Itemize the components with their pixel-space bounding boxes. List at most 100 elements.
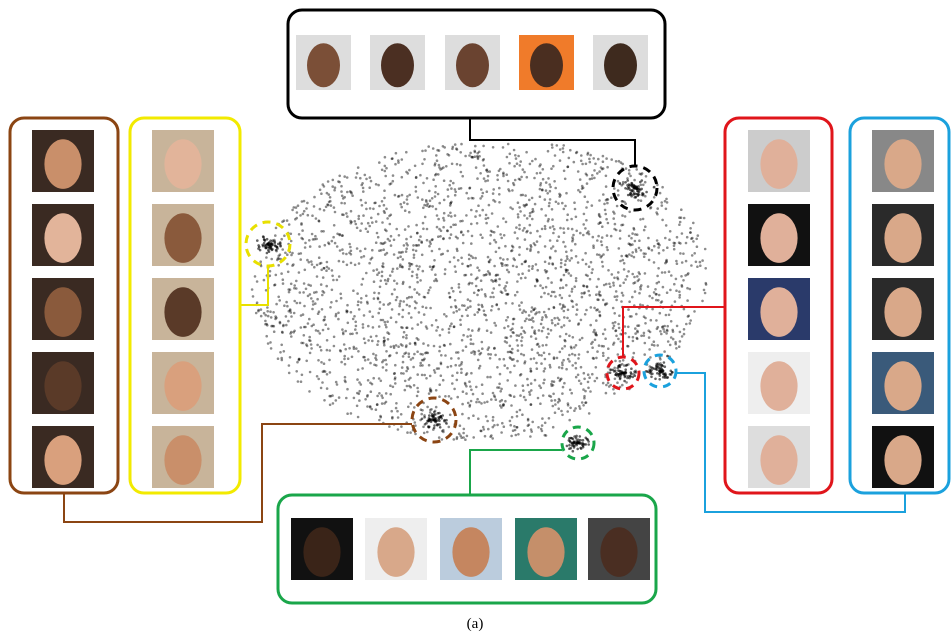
dot bbox=[548, 308, 551, 311]
dot bbox=[278, 299, 281, 302]
dot bbox=[544, 358, 547, 361]
dot bbox=[394, 364, 397, 367]
dot bbox=[428, 364, 431, 367]
dot bbox=[521, 344, 524, 347]
dot bbox=[385, 369, 388, 372]
dot bbox=[282, 325, 285, 328]
dot bbox=[654, 288, 657, 291]
dot bbox=[437, 193, 440, 196]
dot bbox=[552, 165, 555, 168]
dot bbox=[530, 403, 533, 406]
dot bbox=[529, 368, 532, 371]
dot bbox=[631, 189, 634, 192]
dot bbox=[632, 336, 635, 339]
dot bbox=[471, 329, 474, 332]
connector bbox=[470, 118, 635, 166]
dot bbox=[405, 327, 408, 330]
dot bbox=[467, 306, 470, 309]
dot bbox=[532, 210, 535, 213]
dot bbox=[660, 201, 663, 204]
dot bbox=[619, 360, 622, 363]
dot bbox=[351, 356, 354, 359]
dot bbox=[517, 344, 520, 347]
dot bbox=[622, 181, 625, 184]
dot bbox=[443, 212, 446, 215]
dot bbox=[280, 272, 283, 275]
dot bbox=[586, 285, 589, 288]
dot bbox=[325, 269, 328, 272]
dot bbox=[476, 155, 479, 158]
face bbox=[760, 139, 797, 189]
dot bbox=[577, 357, 580, 360]
dot bbox=[499, 233, 502, 236]
dot bbox=[683, 328, 686, 331]
dot bbox=[676, 236, 679, 239]
dot bbox=[584, 227, 587, 230]
dot bbox=[440, 230, 443, 233]
face bbox=[44, 213, 81, 263]
dot bbox=[282, 278, 285, 281]
dot bbox=[657, 243, 660, 246]
dot bbox=[254, 275, 257, 278]
dot bbox=[502, 175, 505, 178]
dot bbox=[569, 149, 572, 152]
face bbox=[164, 435, 201, 485]
dot bbox=[376, 343, 379, 346]
dot bbox=[488, 204, 491, 207]
dot bbox=[498, 278, 501, 281]
dot bbox=[519, 210, 522, 213]
dot bbox=[401, 194, 404, 197]
dot bbox=[638, 292, 641, 295]
dot bbox=[648, 295, 651, 298]
dot bbox=[415, 244, 418, 247]
dot bbox=[445, 315, 448, 318]
dot bbox=[612, 307, 615, 310]
dot bbox=[450, 233, 453, 236]
dot bbox=[607, 357, 610, 360]
dot bbox=[274, 244, 277, 247]
dot bbox=[686, 236, 689, 239]
dot bbox=[309, 293, 312, 296]
dot bbox=[575, 376, 578, 379]
dot bbox=[565, 268, 568, 271]
dot bbox=[704, 292, 707, 295]
dot bbox=[382, 303, 385, 306]
dot bbox=[520, 333, 523, 336]
dot bbox=[572, 450, 575, 453]
dot bbox=[431, 324, 434, 327]
dot bbox=[423, 313, 426, 316]
dot bbox=[624, 215, 627, 218]
dot bbox=[651, 373, 654, 376]
dot bbox=[533, 357, 536, 360]
dot bbox=[390, 410, 393, 413]
dot bbox=[470, 273, 473, 276]
dot bbox=[326, 203, 329, 206]
dot bbox=[408, 262, 411, 265]
dot bbox=[453, 388, 456, 391]
dot bbox=[564, 178, 567, 181]
face bbox=[604, 43, 637, 87]
dot bbox=[516, 280, 519, 283]
dot bbox=[391, 308, 394, 311]
dot bbox=[461, 315, 464, 318]
dot bbox=[495, 251, 498, 254]
dot bbox=[552, 225, 555, 228]
dot bbox=[539, 235, 542, 238]
dot bbox=[633, 186, 636, 189]
dot bbox=[519, 164, 522, 167]
dot bbox=[526, 217, 529, 220]
dot bbox=[438, 383, 441, 386]
dot bbox=[685, 260, 688, 263]
dot bbox=[691, 254, 694, 257]
dot bbox=[296, 211, 299, 214]
dot bbox=[437, 218, 440, 221]
dot bbox=[364, 398, 367, 401]
dot bbox=[311, 263, 314, 266]
dot bbox=[516, 415, 519, 418]
dot bbox=[309, 245, 312, 248]
dot bbox=[292, 263, 295, 266]
dot bbox=[637, 193, 640, 196]
dot bbox=[457, 259, 460, 262]
dot bbox=[426, 203, 429, 206]
dot bbox=[617, 189, 620, 192]
